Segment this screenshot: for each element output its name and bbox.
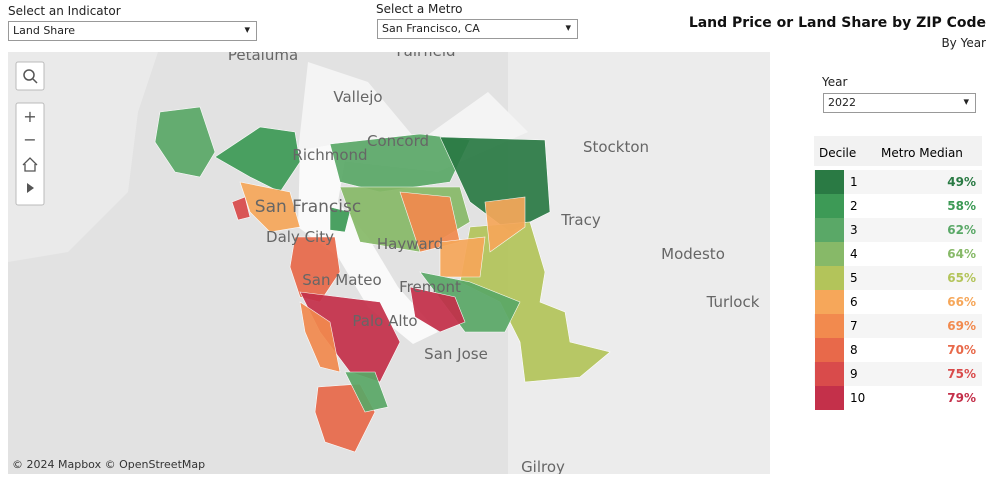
legend-row: 1 49% bbox=[814, 170, 982, 194]
search-icon bbox=[32, 78, 38, 84]
legend-swatch bbox=[815, 362, 844, 386]
zip-area bbox=[344, 371, 389, 413]
legend-decile: 3 bbox=[850, 223, 858, 237]
metro-label: Select a Metro bbox=[376, 2, 463, 16]
legend-median: 62% bbox=[947, 223, 976, 237]
legend-swatch bbox=[815, 290, 844, 314]
legend-row: 6 66% bbox=[814, 290, 982, 314]
legend-swatch bbox=[815, 314, 844, 338]
indicator-dropdown[interactable]: Land Share bbox=[8, 21, 257, 41]
place-label: Fairfield bbox=[396, 52, 455, 60]
place-label: Palo Alto bbox=[352, 312, 417, 330]
legend-row: 9 75% bbox=[814, 362, 982, 386]
legend-median: 58% bbox=[947, 199, 976, 213]
zip-area bbox=[484, 196, 526, 253]
year-label: Year bbox=[822, 75, 848, 89]
land bbox=[508, 52, 770, 474]
zip-area bbox=[299, 301, 341, 373]
legend-swatch bbox=[815, 170, 844, 194]
zoom-controls bbox=[15, 102, 45, 206]
legend-row: 8 70% bbox=[814, 338, 982, 362]
metro-dropdown[interactable]: San Francisco, CA bbox=[377, 19, 578, 39]
attribution: © 2024 Mapbox © OpenStreetMap bbox=[12, 458, 205, 471]
legend-row: 7 69% bbox=[814, 314, 982, 338]
zip-area bbox=[329, 133, 471, 193]
zip-area bbox=[231, 196, 251, 221]
legend-median: 64% bbox=[947, 247, 976, 261]
legend-swatch bbox=[815, 218, 844, 242]
place-label: Turlock bbox=[706, 293, 760, 311]
home-button[interactable] bbox=[22, 157, 38, 172]
legend-decile: 8 bbox=[850, 343, 858, 357]
legend-decile: 10 bbox=[850, 391, 866, 405]
legend-decile: 6 bbox=[850, 295, 858, 309]
indicator-label: Select an Indicator bbox=[8, 4, 121, 18]
year-dropdown[interactable]: 2022 bbox=[823, 93, 976, 113]
legend: Decile Metro Median 1 49% 2 58% 3 62% 4 64% 5 65%… bbox=[814, 136, 982, 410]
place-label: Vallejo bbox=[333, 88, 382, 106]
legend-decile: 7 bbox=[850, 319, 858, 333]
subtitle: By Year bbox=[941, 36, 986, 50]
zoom-out[interactable]: − bbox=[23, 130, 36, 149]
legend-swatch bbox=[815, 266, 844, 290]
legend-decile: 9 bbox=[850, 367, 858, 381]
legend-row: 3 62% bbox=[814, 218, 982, 242]
legend-row: 5 65% bbox=[814, 266, 982, 290]
place-label: San Mateo bbox=[302, 271, 381, 289]
legend-swatch bbox=[815, 242, 844, 266]
legend-swatch bbox=[815, 386, 844, 410]
legend-median: 49% bbox=[947, 175, 976, 189]
legend-median: 66% bbox=[947, 295, 976, 309]
zip-area bbox=[239, 181, 301, 233]
legend-header: Decile Metro Median bbox=[814, 136, 982, 166]
place-label: Richmond bbox=[292, 146, 367, 164]
legend-decile: 5 bbox=[850, 271, 858, 285]
legend-row: 10 79% bbox=[814, 386, 982, 410]
legend-swatch bbox=[815, 338, 844, 362]
place-label: Petaluma bbox=[228, 52, 298, 64]
legend-median: 65% bbox=[947, 271, 976, 285]
play-button[interactable] bbox=[27, 183, 34, 193]
legend-row: 2 58% bbox=[814, 194, 982, 218]
search-icon bbox=[23, 69, 35, 81]
legend-median: 79% bbox=[947, 391, 976, 405]
legend-median: 70% bbox=[947, 343, 976, 357]
place-label: San Francisc bbox=[255, 197, 361, 217]
legend-col: Decile bbox=[819, 146, 857, 160]
legend-median: 75% bbox=[947, 367, 976, 381]
legend-decile: 2 bbox=[850, 199, 858, 213]
place-label: Tracy bbox=[560, 211, 601, 229]
place-label: Daly City bbox=[266, 228, 334, 246]
legend-median: 69% bbox=[947, 319, 976, 333]
place-label: Concord bbox=[367, 132, 429, 150]
zip-area bbox=[409, 286, 466, 333]
legend-decile: 1 bbox=[850, 175, 858, 189]
legend-row: 4 64% bbox=[814, 242, 982, 266]
title: Land Price or Land Share by ZIP Code bbox=[688, 15, 986, 31]
place-label: Modesto bbox=[661, 245, 725, 263]
legend-swatch bbox=[815, 194, 844, 218]
place-label: Fremont bbox=[399, 278, 461, 296]
legend-rows: 1 49% 2 58% 3 62% 4 64% 5 65% 6 66% 7 69% 8 70% 9 75% 10 79… bbox=[814, 170, 982, 410]
zip-area bbox=[329, 206, 351, 233]
zoom-in[interactable]: + bbox=[23, 107, 36, 126]
zip-area bbox=[439, 236, 486, 278]
legend-decile: 4 bbox=[850, 247, 858, 261]
zip-area bbox=[214, 126, 301, 193]
place-label: Gilroy bbox=[521, 458, 565, 474]
zip-area bbox=[154, 106, 216, 178]
place-label: Stockton bbox=[583, 138, 649, 156]
legend-col: Metro Median bbox=[881, 146, 963, 160]
ocean bbox=[8, 52, 158, 262]
place-label: Hayward bbox=[377, 235, 443, 253]
search-button[interactable] bbox=[15, 61, 45, 91]
place-label: San Jose bbox=[424, 345, 488, 363]
